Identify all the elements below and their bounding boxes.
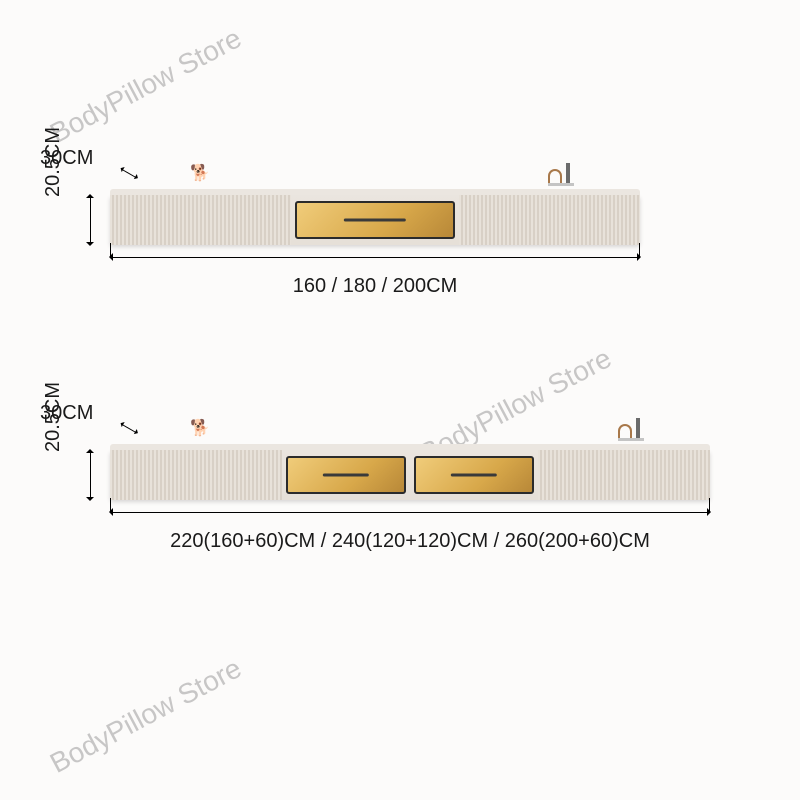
height-label: 20.5CM [42,127,65,197]
width-arrow [110,257,640,258]
fluted-panel [110,195,291,245]
cabinet-body-1: 🐕 [110,195,640,245]
fluted-panel [459,195,640,245]
height-label: 20.5CM [42,382,65,452]
width-label: 160 / 180 / 200CM [293,275,458,298]
height-arrow [90,195,91,245]
fluted-panel [538,450,710,500]
dog-figurine-icon: 🐕 [190,418,210,438]
dog-figurine-icon: 🐕 [190,163,210,183]
width-arrow [110,512,710,513]
cabinet-unit-2: 30CM 20.5CM 🐕 220(160+60)CM / 240(120+12… [110,450,710,500]
sculpture-icon [548,163,570,183]
glass-drawer [414,456,534,494]
width-label: 220(160+60)CM / 240(120+120)CM / 260(200… [170,530,650,553]
sculpture-icon [618,418,640,438]
watermark: BodyPillow Store [45,22,247,150]
glass-drawer [295,201,455,239]
height-arrow [90,450,91,500]
glass-drawer [286,456,406,494]
depth-arrow [121,424,137,434]
cabinet-body-2: 🐕 [110,450,710,500]
fluted-panel [110,450,282,500]
watermark: BodyPillow Store [45,652,247,780]
depth-arrow [121,169,137,179]
cabinet-unit-1: 30CM 20.5CM 🐕 160 / 180 / 200CM [110,195,640,245]
